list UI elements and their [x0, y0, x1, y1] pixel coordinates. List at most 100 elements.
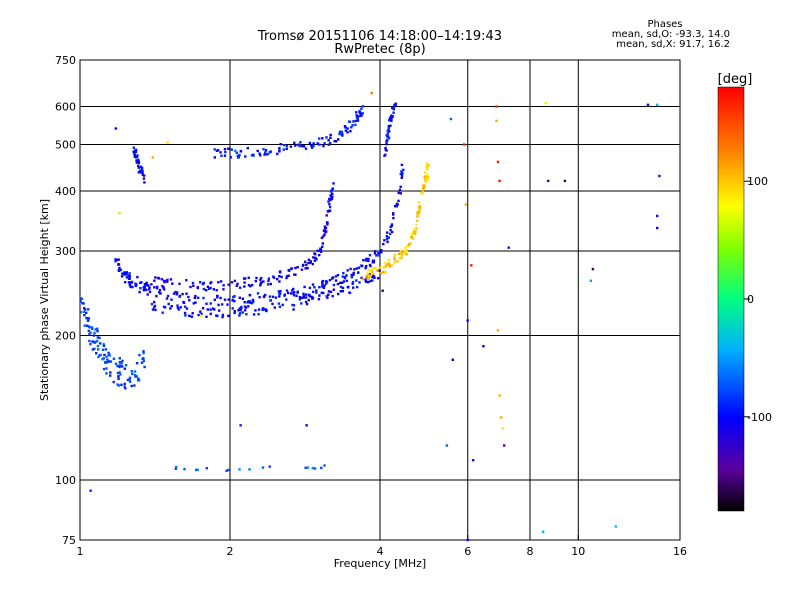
echo-point: [123, 382, 126, 386]
echo-point: [177, 308, 181, 311]
echo-point: [482, 345, 485, 348]
echo-point: [404, 251, 407, 255]
echo-point: [345, 274, 348, 277]
echo-point: [213, 156, 216, 159]
echo-point: [150, 283, 153, 286]
echo-point: [331, 195, 334, 199]
echo-point: [322, 144, 325, 148]
echo-point: [346, 127, 349, 130]
echo-point: [159, 292, 162, 295]
echo-point: [351, 124, 354, 127]
echo-point: [128, 380, 132, 383]
echo-point: [251, 298, 255, 302]
y-tick-label: 600: [55, 101, 76, 114]
echo-point: [331, 294, 334, 298]
echo-point: [421, 189, 425, 193]
echo-point: [316, 249, 319, 253]
echo-point: [264, 308, 267, 311]
echo-point: [215, 289, 218, 292]
echo-point: [383, 239, 386, 242]
echo-point: [293, 141, 296, 144]
echo-point: [133, 374, 137, 377]
echo-point: [305, 296, 308, 299]
echo-point: [242, 277, 246, 280]
echo-point: [318, 137, 321, 140]
echo-point: [162, 286, 165, 289]
echo-point: [206, 308, 209, 311]
echo-point: [245, 313, 248, 316]
echo-point: [412, 229, 416, 232]
echo-point: [184, 314, 187, 317]
echo-point: [390, 223, 394, 226]
echo-point: [183, 468, 186, 471]
echo-point: [119, 268, 123, 272]
echo-point: [83, 307, 86, 310]
echo-point: [399, 249, 403, 253]
echo-point: [185, 279, 188, 282]
echo-point: [220, 154, 223, 157]
echo-point: [385, 231, 389, 234]
echo-point: [142, 177, 146, 180]
echo-point: [127, 281, 131, 284]
echo-point: [400, 170, 403, 173]
colorbar-tick-label: 100: [747, 175, 768, 188]
echo-point: [367, 259, 370, 263]
echo-point: [133, 151, 136, 155]
y-tick-label: 750: [55, 54, 76, 67]
echo-point: [285, 276, 288, 280]
echo-point: [90, 326, 94, 329]
echo-point: [321, 242, 324, 245]
echo-point: [231, 307, 234, 310]
echo-point: [324, 231, 327, 234]
echo-point: [398, 257, 401, 260]
echo-point: [360, 107, 363, 110]
echo-point: [375, 254, 378, 257]
echo-point: [381, 289, 384, 292]
echo-point: [217, 303, 220, 307]
echo-point: [250, 154, 254, 157]
echo-point: [178, 282, 181, 285]
echo-point: [387, 136, 391, 140]
echo-point: [128, 283, 131, 287]
echo-point: [389, 124, 392, 127]
echo-point: [341, 132, 344, 136]
echo-point: [359, 113, 362, 116]
echo-point: [187, 295, 190, 299]
echo-point: [123, 385, 126, 388]
echo-point: [98, 336, 101, 340]
echo-point: [385, 237, 389, 241]
echo-point: [153, 304, 157, 308]
echo-point: [251, 283, 254, 287]
echo-point: [310, 146, 314, 149]
echo-point: [133, 370, 137, 373]
echo-point: [237, 309, 240, 312]
echo-point: [101, 348, 105, 351]
echo-point: [393, 253, 397, 256]
echo-point: [192, 302, 195, 305]
echo-point: [235, 284, 238, 287]
echo-point: [318, 286, 321, 289]
echo-point: [314, 256, 317, 260]
echo-point: [408, 243, 411, 246]
echo-point: [287, 269, 290, 272]
echo-point: [355, 111, 358, 114]
echo-point: [97, 355, 100, 359]
echo-point: [289, 145, 293, 148]
echo-point: [614, 525, 618, 528]
echo-point: [239, 149, 243, 153]
echo-point: [251, 300, 255, 304]
echo-point: [390, 114, 393, 117]
echo-point: [92, 334, 96, 337]
echo-point: [293, 273, 296, 276]
echo-point: [123, 273, 126, 276]
x-tick-label: 16: [673, 545, 687, 558]
echo-point: [145, 281, 148, 285]
echo-point: [332, 288, 335, 291]
echo-point: [339, 290, 343, 293]
echo-point: [341, 290, 344, 293]
echo-point: [169, 307, 172, 310]
echo-point: [298, 144, 301, 148]
echo-point: [321, 282, 324, 286]
echo-point: [381, 270, 385, 274]
echo-point: [117, 263, 120, 266]
